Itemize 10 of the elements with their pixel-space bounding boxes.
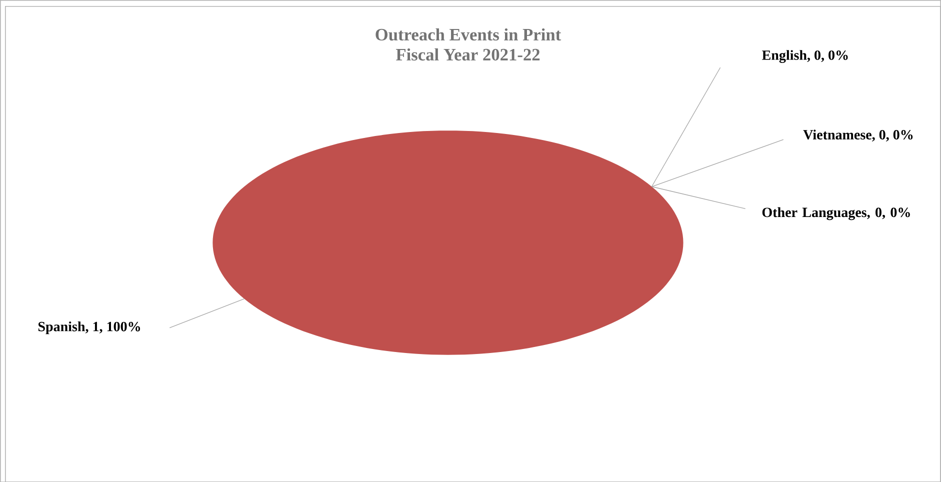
category-label: Vietnamese	[803, 129, 872, 140]
data-label: , 1, 100%	[85, 322, 140, 334]
chart-subtitle: Fiscal Year 2021-22	[396, 48, 540, 60]
category-label: Other Languages	[762, 207, 866, 220]
text: , 0, 0%	[867, 207, 910, 219]
text: , 0, 0%	[872, 130, 913, 142]
slice-label: Spanish	[38, 321, 86, 334]
category-label: English	[762, 50, 807, 63]
text: , 0, 0%	[807, 50, 848, 62]
chart-title: Outreach Events in Print	[376, 28, 562, 40]
